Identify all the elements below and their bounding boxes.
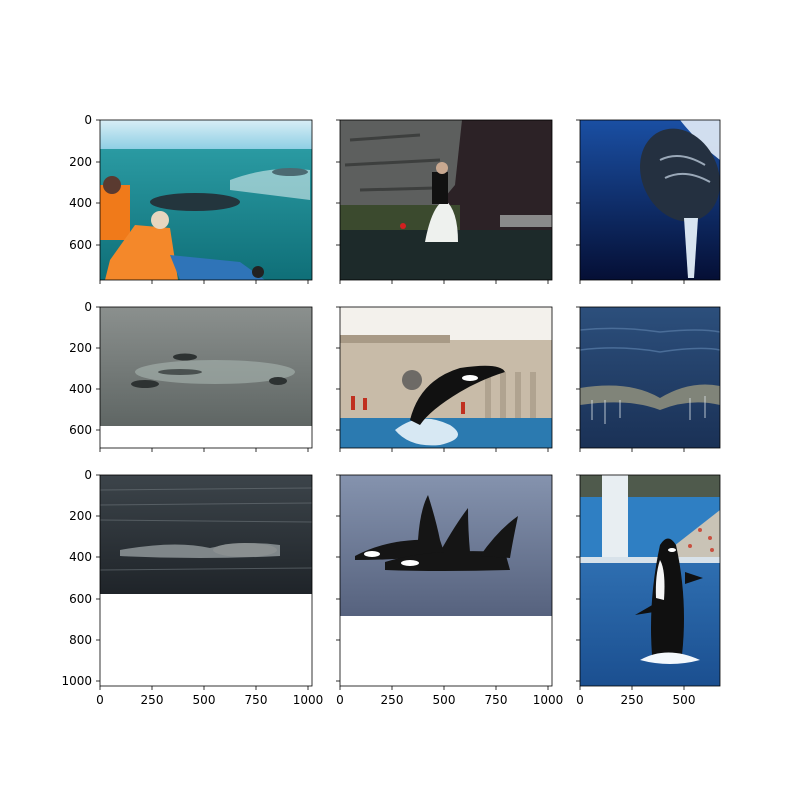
y-ticks (336, 474, 340, 682)
axes-frame (339, 119, 553, 281)
photo-orca-stadium (580, 475, 720, 686)
y-ticks (576, 119, 580, 246)
x-tick-label: 500 (193, 693, 216, 707)
panel-1-2 (576, 306, 721, 452)
x-tick-label: 1000 (293, 693, 324, 707)
x-ticks: 0 250 500 (576, 686, 695, 707)
y-tick-label: 0 (84, 113, 92, 127)
axes-frame (99, 119, 313, 281)
panel-1-0: 0 200 400 600 (69, 300, 313, 452)
photo-gray-whales-surface (100, 307, 312, 426)
y-tick-label: 400 (69, 382, 92, 396)
y-ticks (576, 306, 580, 431)
axes-frame (99, 474, 313, 687)
y-ticks (336, 119, 340, 246)
y-tick-label: 600 (69, 238, 92, 252)
y-tick-label: 1000 (61, 674, 92, 688)
photo-orca-pod-fins (340, 475, 552, 616)
panel-0-0: 0 200 400 600 (69, 113, 313, 284)
panel-0-1 (336, 119, 553, 284)
axes-frame (339, 474, 553, 687)
y-tick-label: 0 (84, 300, 92, 314)
photo-beluga-trainer (340, 120, 552, 280)
axes-frame (579, 119, 721, 281)
x-tick-label: 250 (141, 693, 164, 707)
y-tick-label: 800 (69, 633, 92, 647)
axes-frame (579, 306, 721, 449)
y-ticks: 0 200 400 600 800 1000 (61, 468, 100, 688)
panel-1-1 (336, 306, 553, 452)
y-ticks (576, 474, 580, 682)
x-ticks (339, 448, 549, 452)
x-tick-label: 250 (621, 693, 644, 707)
y-ticks: 0 200 400 600 (69, 113, 100, 252)
y-tick-label: 400 (69, 196, 92, 210)
y-ticks (336, 306, 340, 431)
photo-orcas-leaping-show (340, 307, 552, 448)
y-tick-label: 400 (69, 550, 92, 564)
x-ticks (99, 280, 309, 284)
axes-frame (579, 474, 721, 687)
x-tick-label: 750 (245, 693, 268, 707)
axes-frame (99, 306, 313, 449)
y-tick-label: 0 (84, 468, 92, 482)
photo-whale-dark-water (99, 475, 313, 594)
photo-whale-fluke (579, 307, 721, 448)
x-tick-label: 250 (381, 693, 404, 707)
x-ticks (579, 448, 685, 452)
x-tick-label: 500 (433, 693, 456, 707)
x-ticks: 0 250 500 750 1000 (96, 686, 323, 707)
x-ticks (579, 280, 685, 284)
axes-frame (339, 306, 553, 449)
panel-2-0: 0 250 500 750 1000 0 200 400 600 800 100… (61, 468, 323, 707)
y-tick-label: 200 (69, 341, 92, 355)
panel-0-2 (576, 119, 721, 284)
panel-2-2: 0 250 500 (576, 474, 721, 707)
x-ticks: 0 250 500 750 1000 (336, 686, 563, 707)
x-tick-label: 1000 (533, 693, 564, 707)
y-tick-label: 600 (69, 423, 92, 437)
x-ticks (339, 280, 549, 284)
y-ticks: 0 200 400 600 (69, 300, 100, 437)
x-tick-label: 0 (576, 693, 584, 707)
x-tick-label: 0 (336, 693, 344, 707)
y-tick-label: 600 (69, 592, 92, 606)
photo-whale-watchers (100, 120, 312, 280)
x-tick-label: 0 (96, 693, 104, 707)
x-tick-label: 500 (673, 693, 696, 707)
y-tick-label: 200 (69, 509, 92, 523)
y-tick-label: 200 (69, 155, 92, 169)
x-tick-label: 750 (485, 693, 508, 707)
x-ticks (99, 448, 309, 452)
photo-humpback-underwater (580, 120, 720, 280)
panel-2-1: 0 250 500 750 1000 (336, 474, 563, 707)
